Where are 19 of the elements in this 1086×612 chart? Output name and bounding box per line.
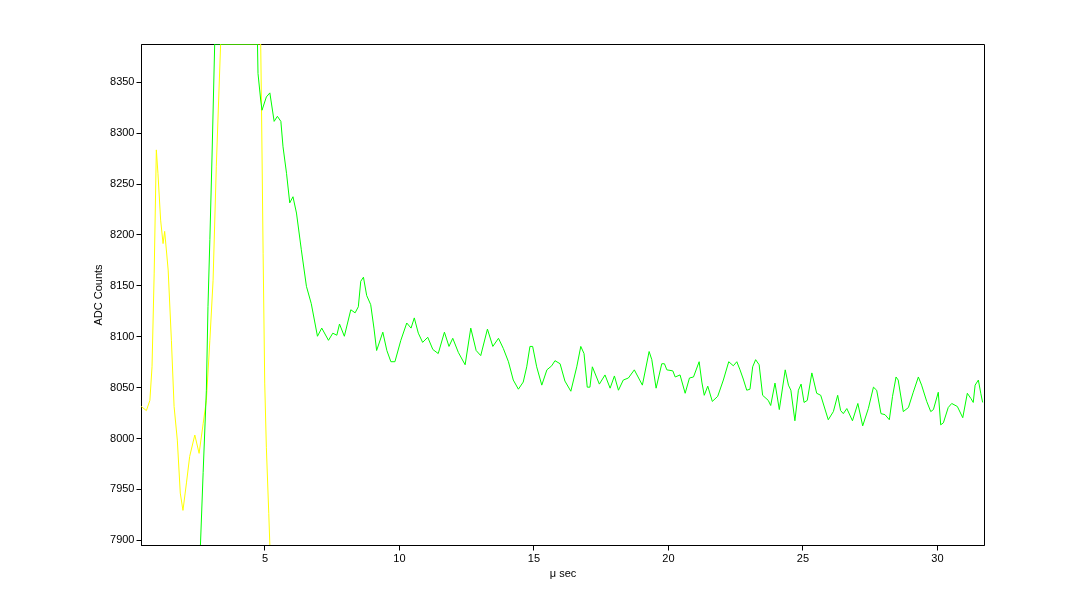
y-tick-label: 8200 — [110, 227, 135, 240]
x-tick-label: 10 — [393, 551, 406, 564]
y-tick-label: 7950 — [110, 482, 135, 495]
x-tick-label: 15 — [527, 551, 541, 564]
y-tick-label: 8100 — [110, 329, 135, 342]
y-tick-label: 8050 — [110, 380, 135, 393]
x-tick-label: 5 — [261, 551, 269, 564]
y-tick-label: 8000 — [110, 431, 135, 444]
x-tick-label: 30 — [931, 551, 944, 564]
y-tick-label: 8350 — [110, 75, 135, 88]
x-axis-title: μ sec — [549, 566, 577, 579]
y-tick-label: 8150 — [110, 278, 135, 291]
y-tick-label: 8300 — [110, 126, 135, 139]
y-tick-label: 8250 — [110, 177, 135, 190]
y-tick-label: 7900 — [110, 533, 135, 546]
x-tick-label: 20 — [662, 551, 675, 564]
line-series — [199, 44, 984, 545]
x-tick-label: 25 — [796, 551, 810, 564]
y-axis-title: ADC Counts — [92, 263, 105, 326]
